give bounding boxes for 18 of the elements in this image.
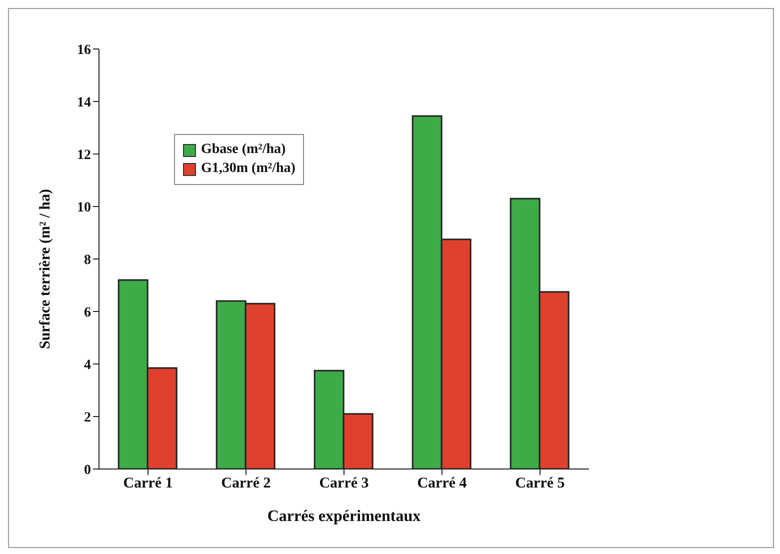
x-tick-label: Carré 1 xyxy=(123,476,173,492)
y-tick-label: 14 xyxy=(77,95,91,110)
x-tick-label: Carré 4 xyxy=(417,476,468,492)
legend-label: Gbase (m²/ha) xyxy=(201,142,286,158)
x-axis-title: Carrés expérimentaux xyxy=(267,508,421,525)
legend-label: G1,30m (m²/ha) xyxy=(201,161,296,177)
y-axis-title: Surface terrière (m² / ha) xyxy=(37,189,54,349)
y-tick-label: 8 xyxy=(84,252,91,268)
y-tick-label: 0 xyxy=(84,462,91,478)
y-tick-label: 12 xyxy=(77,148,91,163)
y-tick-label: 2 xyxy=(84,410,91,426)
y-tick-label: 16 xyxy=(77,42,91,58)
x-tick-label: Carré 5 xyxy=(515,476,565,492)
y-tick-label: 10 xyxy=(77,200,91,216)
x-tick-label: Carré 2 xyxy=(221,476,271,492)
y-tick-label: 4 xyxy=(84,358,91,373)
x-tick-label: Carré 3 xyxy=(319,476,369,492)
y-tick-label: 6 xyxy=(84,305,91,320)
